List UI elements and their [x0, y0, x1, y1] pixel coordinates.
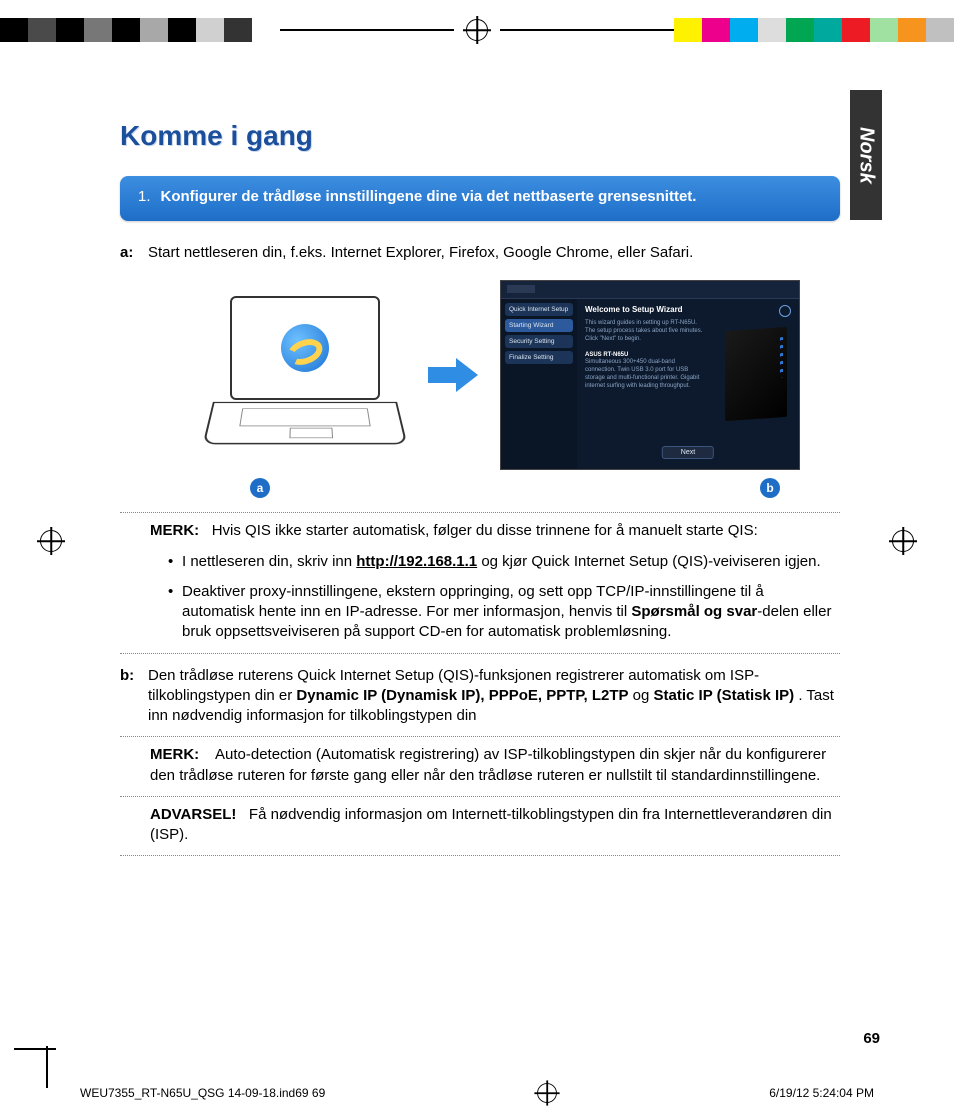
divider: [120, 796, 840, 797]
color-swatch: [0, 18, 28, 42]
divider: [120, 736, 840, 737]
wizard-paragraph: Simultaneous 300+450 dual-band connectio…: [585, 359, 705, 390]
note-label: MERK:: [150, 522, 199, 539]
figure-row: Quick Internet Setup Starting Wizard Secur…: [160, 280, 840, 470]
bold-text: Spørsmål og svar: [631, 603, 757, 620]
color-swatch: [730, 18, 758, 42]
wizard-next-button: Next: [662, 446, 714, 459]
color-swatch: [758, 18, 786, 42]
step-callout: 1. Konfigurer de trådløse innstillingene…: [120, 176, 840, 221]
link-text: http://192.168.1.1: [356, 553, 477, 570]
step-b: b: Den trådløse ruterens Quick Internet …: [120, 666, 840, 727]
step-a-text: Start nettleseren din, f.eks. Internet E…: [148, 243, 693, 263]
note-text: Auto-detection (Automatisk registrering)…: [150, 746, 826, 783]
warning-label: ADVARSEL!: [150, 806, 236, 823]
divider: [120, 855, 840, 856]
bold-text: Static IP (Statisk IP): [654, 687, 795, 704]
step-a-label: a:: [120, 243, 140, 263]
registration-mark-bottom: [537, 1083, 557, 1103]
figure-labels: a b: [250, 478, 780, 498]
note-label: MERK:: [150, 746, 199, 763]
color-swatch: [28, 18, 56, 42]
color-swatch: [870, 18, 898, 42]
color-swatch: [84, 18, 112, 42]
color-swatch: [702, 18, 730, 42]
bold-text: Dynamic IP (Dynamisk IP), PPPoE, PPTP, L…: [296, 687, 628, 704]
step-b-text: Den trådløse ruterens Quick Internet Set…: [148, 666, 840, 727]
wizard-side-item: Starting Wizard: [505, 319, 573, 332]
color-swatch: [252, 18, 280, 42]
setup-wizard-screenshot: Quick Internet Setup Starting Wizard Secur…: [500, 280, 800, 470]
color-swatch: [814, 18, 842, 42]
color-swatch: [56, 18, 84, 42]
reg-line: [280, 29, 454, 31]
wizard-titlebar: [501, 281, 799, 299]
figure-label-b: b: [760, 478, 780, 498]
language-tab: Norsk: [850, 90, 882, 220]
laptop-base: [203, 402, 408, 445]
warning-note: ADVARSEL! Få nødvendig informasjon om In…: [150, 805, 840, 846]
arrow-icon: [428, 360, 482, 390]
left-swatches: [0, 18, 280, 42]
right-swatches: [674, 18, 954, 42]
color-swatch: [786, 18, 814, 42]
text: og: [633, 687, 654, 704]
registration-mark-left: [40, 530, 62, 552]
wizard-paragraph: This wizard guides in setting up RT-N65U…: [585, 320, 705, 343]
color-swatch: [842, 18, 870, 42]
browser-icon: [281, 324, 329, 372]
section-title: Komme i gang: [120, 120, 840, 152]
bullet-item: I nettleseren din, skriv inn http://192.…: [168, 552, 840, 572]
slug-file: WEU7355_RT-N65U_QSG 14-09-18.ind69 69: [80, 1086, 325, 1100]
wizard-sidebar: Quick Internet Setup Starting Wizard Secur…: [501, 299, 577, 469]
callout-number: 1.: [138, 188, 151, 207]
crop-mark: [14, 1018, 56, 1060]
divider: [120, 653, 840, 654]
step-b-label: b:: [120, 666, 140, 727]
warning-text: Få nødvendig informasjon om Internett-ti…: [150, 806, 832, 843]
color-swatch: [140, 18, 168, 42]
registration-mark-top: [466, 19, 488, 41]
note-merk-2: MERK: Auto-detection (Automatisk registr…: [150, 745, 840, 786]
registration-mark-right: [892, 530, 914, 552]
figure-label-a: a: [250, 478, 270, 498]
wizard-heading: Welcome to Setup Wizard: [585, 305, 791, 314]
wizard-side-item: Finalize Setting: [505, 351, 573, 364]
color-swatch: [196, 18, 224, 42]
color-swatch: [674, 18, 702, 42]
print-registration-bar: [0, 18, 954, 42]
reg-line: [500, 29, 674, 31]
router-illustration: [725, 327, 787, 421]
wizard-side-item: Quick Internet Setup: [505, 303, 573, 316]
print-slug: WEU7355_RT-N65U_QSG 14-09-18.ind69 69 6/…: [80, 1082, 874, 1104]
slug-date: 6/19/12 5:24:04 PM: [769, 1086, 874, 1100]
color-swatch: [898, 18, 926, 42]
note-text: Hvis QIS ikke starter automatisk, følger…: [212, 522, 758, 539]
page-content: Komme i gang 1. Konfigurer de trådløse i…: [120, 120, 840, 864]
callout-text: Konfigurer de trådløse innstillingene di…: [161, 188, 697, 207]
laptop-screen: [230, 296, 380, 400]
color-swatch: [926, 18, 954, 42]
wizard-side-item: Security Setting: [505, 335, 573, 348]
color-swatch: [168, 18, 196, 42]
color-swatch: [224, 18, 252, 42]
divider: [120, 512, 840, 513]
note-bullet-list: I nettleseren din, skriv inn http://192.…: [168, 552, 840, 643]
text: I nettleseren din, skriv inn: [182, 553, 356, 570]
step-a: a: Start nettleseren din, f.eks. Interne…: [120, 243, 840, 263]
color-swatch: [112, 18, 140, 42]
laptop-illustration: [200, 290, 410, 460]
router-name: ASUS RT-N65U: [585, 352, 705, 360]
page-number: 69: [863, 1030, 880, 1047]
note-merk-1: MERK: Hvis QIS ikke starter automatisk, …: [150, 521, 840, 541]
wizard-main: Welcome to Setup Wizard This wizard guid…: [577, 299, 799, 469]
bullet-item: Deaktiver proxy-innstillingene, ekstern …: [168, 582, 840, 643]
text: og kjør Quick Internet Setup (QIS)-veivi…: [477, 553, 820, 570]
